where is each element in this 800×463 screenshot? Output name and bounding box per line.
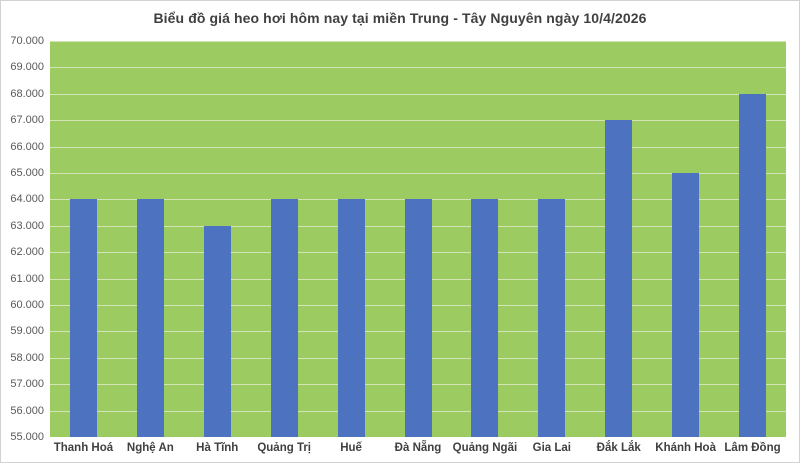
x-tick-label-Huế: Huế [340, 442, 362, 454]
bar-Quảng Ngãi [471, 199, 499, 437]
x-tick-label-Khánh Hoà: Khánh Hoà [655, 442, 716, 454]
bar-Hà Tĩnh [203, 225, 231, 437]
bar-Huế [337, 199, 365, 437]
x-tick-label-Hà Tĩnh: Hà Tĩnh [196, 442, 239, 454]
x-tick-label-Quảng Ngãi: Quảng Ngãi [452, 442, 518, 454]
bar-Quảng Trị [270, 199, 298, 437]
gridline [50, 41, 786, 42]
bar-Đắk Lắk [605, 120, 633, 437]
x-tick-label-Đắk Lắk: Đắk Lắk [596, 442, 641, 454]
gridline [50, 173, 786, 174]
x-tick-label-Lâm Đồng: Lâm Đồng [724, 442, 781, 454]
chart-title: Biểu đồ giá heo hơi hôm nay tại miền Tru… [153, 10, 647, 26]
y-tick-label: 57.000 [10, 378, 44, 391]
gridline [50, 120, 786, 121]
x-tick-label-Gia Lai: Gia Lai [532, 442, 571, 454]
y-tick-label: 56.000 [10, 404, 44, 417]
y-tick-label: 67.000 [10, 114, 44, 127]
bar-Thanh Hoá [69, 199, 97, 437]
gridline [50, 94, 786, 95]
y-tick-label: 70.000 [10, 35, 44, 47]
bar-Nghệ An [136, 199, 164, 437]
y-tick-label: 62.000 [10, 246, 44, 259]
y-tick-label: 55.000 [10, 431, 44, 443]
y-tick-label: 64.000 [10, 193, 44, 206]
y-tick-label: 66.000 [10, 140, 44, 153]
bar-Lâm Đồng [739, 93, 767, 437]
y-tick-label: 59.000 [10, 325, 44, 338]
y-tick-label: 63.000 [10, 219, 44, 232]
x-tick-label-Thanh Hoá: Thanh Hoá [53, 442, 114, 454]
bar-Gia Lai [538, 199, 566, 437]
x-tick-label-Nghệ An: Nghệ An [126, 442, 174, 454]
bar-Đà Nẵng [404, 199, 432, 437]
y-tick-label: 65.000 [10, 167, 44, 179]
plot-area [50, 41, 786, 437]
y-tick-label: 60.000 [10, 299, 44, 311]
bar-Khánh Hoà [672, 173, 700, 437]
x-tick-label-Quảng Trị: Quảng Trị [257, 442, 311, 454]
gridline [50, 147, 786, 148]
y-tick-label: 68.000 [10, 87, 44, 100]
x-tick-label-Đà Nẵng: Đà Nẵng [394, 442, 442, 454]
gridline [50, 67, 786, 68]
y-tick-label: 58.000 [10, 351, 44, 364]
y-tick-label: 61.000 [10, 272, 44, 285]
y-tick-label: 69.000 [10, 61, 44, 74]
